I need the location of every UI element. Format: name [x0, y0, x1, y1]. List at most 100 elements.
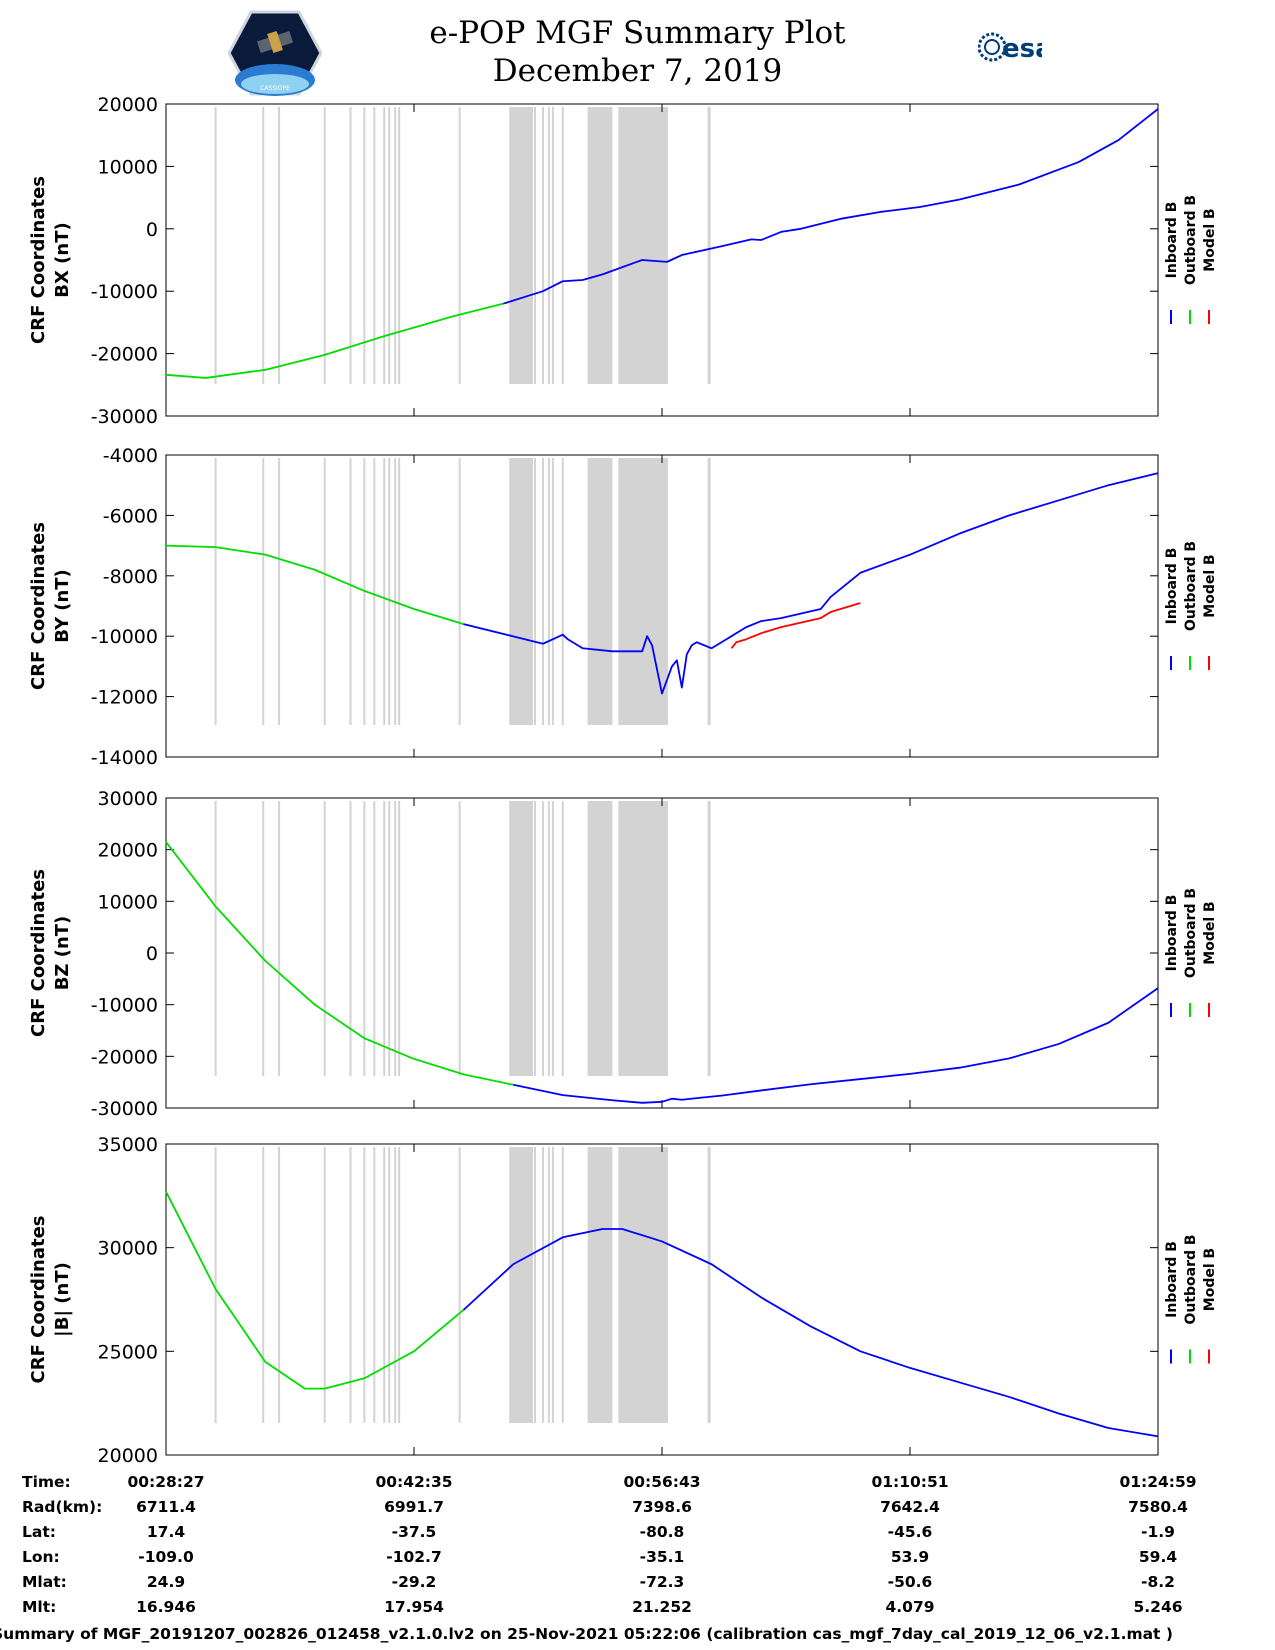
y-tick-label: -20000 — [91, 1046, 158, 1068]
cell-mlat: -72.3 — [639, 1573, 685, 1591]
cell-mlat: -50.6 — [887, 1573, 933, 1591]
y-axis-label-line-2: BZ (nT) — [52, 916, 73, 991]
panel-2: -14000 -12000 -10000 -8000 -6000 -4000 CRF Coo… — [28, 445, 1218, 769]
shading-band — [587, 458, 613, 725]
cell-lon: 53.9 — [890, 1548, 930, 1566]
cell-mlat: 24.9 — [146, 1573, 186, 1591]
series-outboard-b — [165, 544, 464, 625]
title-line-1: e-POP MGF Summary Plot — [429, 15, 846, 51]
cell-time: 00:42:35 — [375, 1473, 453, 1491]
cell-time: 00:28:27 — [127, 1473, 205, 1491]
series-outboard-b — [165, 1191, 465, 1390]
series-inboard-b — [462, 1228, 1159, 1438]
y-tick-label: 20000 — [98, 840, 158, 862]
y-axis-label: CRF Coordinates BZ (nT) — [28, 869, 73, 1037]
shading-band — [618, 1147, 668, 1423]
y-axis-label: CRF Coordinates BY (nT) — [28, 522, 73, 690]
shading-band — [618, 107, 668, 384]
y-axis-label-line-1: CRF Coordinates — [28, 1216, 49, 1384]
cell-mlt: 5.246 — [1133, 1598, 1183, 1616]
cell-rad: 7642.4 — [880, 1498, 940, 1516]
series-inboard-b — [503, 108, 1159, 305]
title-line-2: December 7, 2019 — [492, 53, 783, 89]
cell-rad: 7398.6 — [632, 1498, 692, 1516]
row-label-mlt: Mlt: — [22, 1598, 57, 1616]
legend-label: Inboard B — [1164, 1241, 1180, 1318]
y-axis-label-line-1: CRF Coordinates — [28, 869, 49, 1037]
cassiope-logo: CASSIOPE — [228, 10, 322, 96]
legend-label: Inboard B — [1164, 895, 1180, 972]
y-tick-label: -10000 — [91, 281, 158, 303]
y-tick-label: 25000 — [98, 1341, 158, 1363]
series-outboard-b — [165, 302, 504, 379]
footer-summary: Summary of MGF_20191207_002826_012458_v2… — [0, 1625, 1173, 1643]
cell-lat: -45.6 — [887, 1523, 933, 1541]
shading-band — [509, 458, 534, 725]
cell-lon: 59.4 — [1138, 1548, 1178, 1566]
y-tick-label: 0 — [146, 943, 158, 965]
y-tick-label: 30000 — [98, 788, 158, 810]
y-axis-label-line-2: BY (nT) — [52, 569, 73, 643]
cassiope-logo-text: CASSIOPE — [260, 85, 290, 92]
cell-mlt: 17.954 — [384, 1598, 444, 1616]
y-tick-label: 20000 — [98, 1445, 158, 1467]
cell-mlat: -29.2 — [391, 1573, 437, 1591]
cell-rad: 6711.4 — [136, 1498, 196, 1516]
panel-4: 20000 25000 30000 35000 CRF Coordinates |B| (… — [28, 1134, 1218, 1467]
panel-3: -30000 -20000 -10000 0 10000 20000 30000 CRF Co… — [28, 788, 1218, 1120]
legend-label: Outboard B — [1183, 541, 1199, 631]
row-label-time: Time: — [22, 1473, 71, 1491]
y-axis-label-line-2: |B| (nT) — [52, 1262, 73, 1337]
y-tick-label: -10000 — [91, 995, 158, 1017]
cell-rad: 6991.7 — [384, 1498, 444, 1516]
shading-band — [509, 107, 534, 384]
cell-lon: -35.1 — [639, 1548, 685, 1566]
y-tick-label: -30000 — [91, 1098, 158, 1120]
shading-band — [509, 1147, 534, 1423]
cell-rad: 7580.4 — [1128, 1498, 1188, 1516]
y-axis-label-line-2: BX (nT) — [52, 222, 73, 297]
cell-mlt: 21.252 — [632, 1598, 692, 1616]
panel-1: -30000 -20000 -10000 0 10000 20000 CRF Coordin… — [28, 94, 1218, 428]
legend-label: Model B — [1202, 554, 1218, 617]
cell-mlat: -8.2 — [1141, 1573, 1175, 1591]
shading-band — [509, 801, 534, 1076]
y-tick-label: 20000 — [98, 94, 158, 116]
cell-mlt: 4.079 — [885, 1598, 935, 1616]
y-tick-label: -10000 — [91, 626, 158, 648]
shading-band — [587, 801, 613, 1076]
shading-band — [587, 1147, 613, 1423]
esa-logo: esa — [978, 32, 1042, 64]
y-axis-label-line-1: CRF Coordinates — [28, 176, 49, 344]
y-tick-label: -4000 — [103, 445, 158, 467]
y-tick-label: 10000 — [98, 156, 158, 178]
cell-lat: -37.5 — [391, 1523, 437, 1541]
cell-mlt: 16.946 — [136, 1598, 196, 1616]
legend-label: Model B — [1202, 901, 1218, 964]
cell-lon: -102.7 — [386, 1548, 442, 1566]
y-tick-label: -6000 — [103, 505, 158, 527]
cell-time: 00:56:43 — [623, 1473, 701, 1491]
series-model-b — [730, 602, 861, 649]
y-tick-label: -8000 — [103, 566, 158, 588]
series-outboard-b — [165, 841, 514, 1086]
cell-lon: -109.0 — [138, 1548, 194, 1566]
legend-label: Model B — [1202, 208, 1218, 271]
y-tick-label: 10000 — [98, 891, 158, 913]
y-tick-label: -14000 — [91, 747, 158, 769]
cell-time: 01:10:51 — [871, 1473, 949, 1491]
series-inboard-b — [463, 472, 1159, 695]
y-tick-label: 0 — [146, 219, 158, 241]
row-label-lon: Lon: — [22, 1548, 60, 1566]
plot-title: e-POP MGF Summary Plot December 7, 2019 — [0, 14, 1275, 90]
y-tick-label: 30000 — [98, 1238, 158, 1260]
row-label-rad: Rad(km): — [22, 1498, 103, 1516]
shading-band — [618, 801, 668, 1076]
cell-lat: 17.4 — [146, 1523, 186, 1541]
row-label-lat: Lat: — [22, 1523, 56, 1541]
y-axis-label-line-1: CRF Coordinates — [28, 522, 49, 690]
legend-label: Outboard B — [1183, 1234, 1199, 1324]
series-inboard-b — [513, 987, 1159, 1104]
shading-band — [587, 107, 613, 384]
